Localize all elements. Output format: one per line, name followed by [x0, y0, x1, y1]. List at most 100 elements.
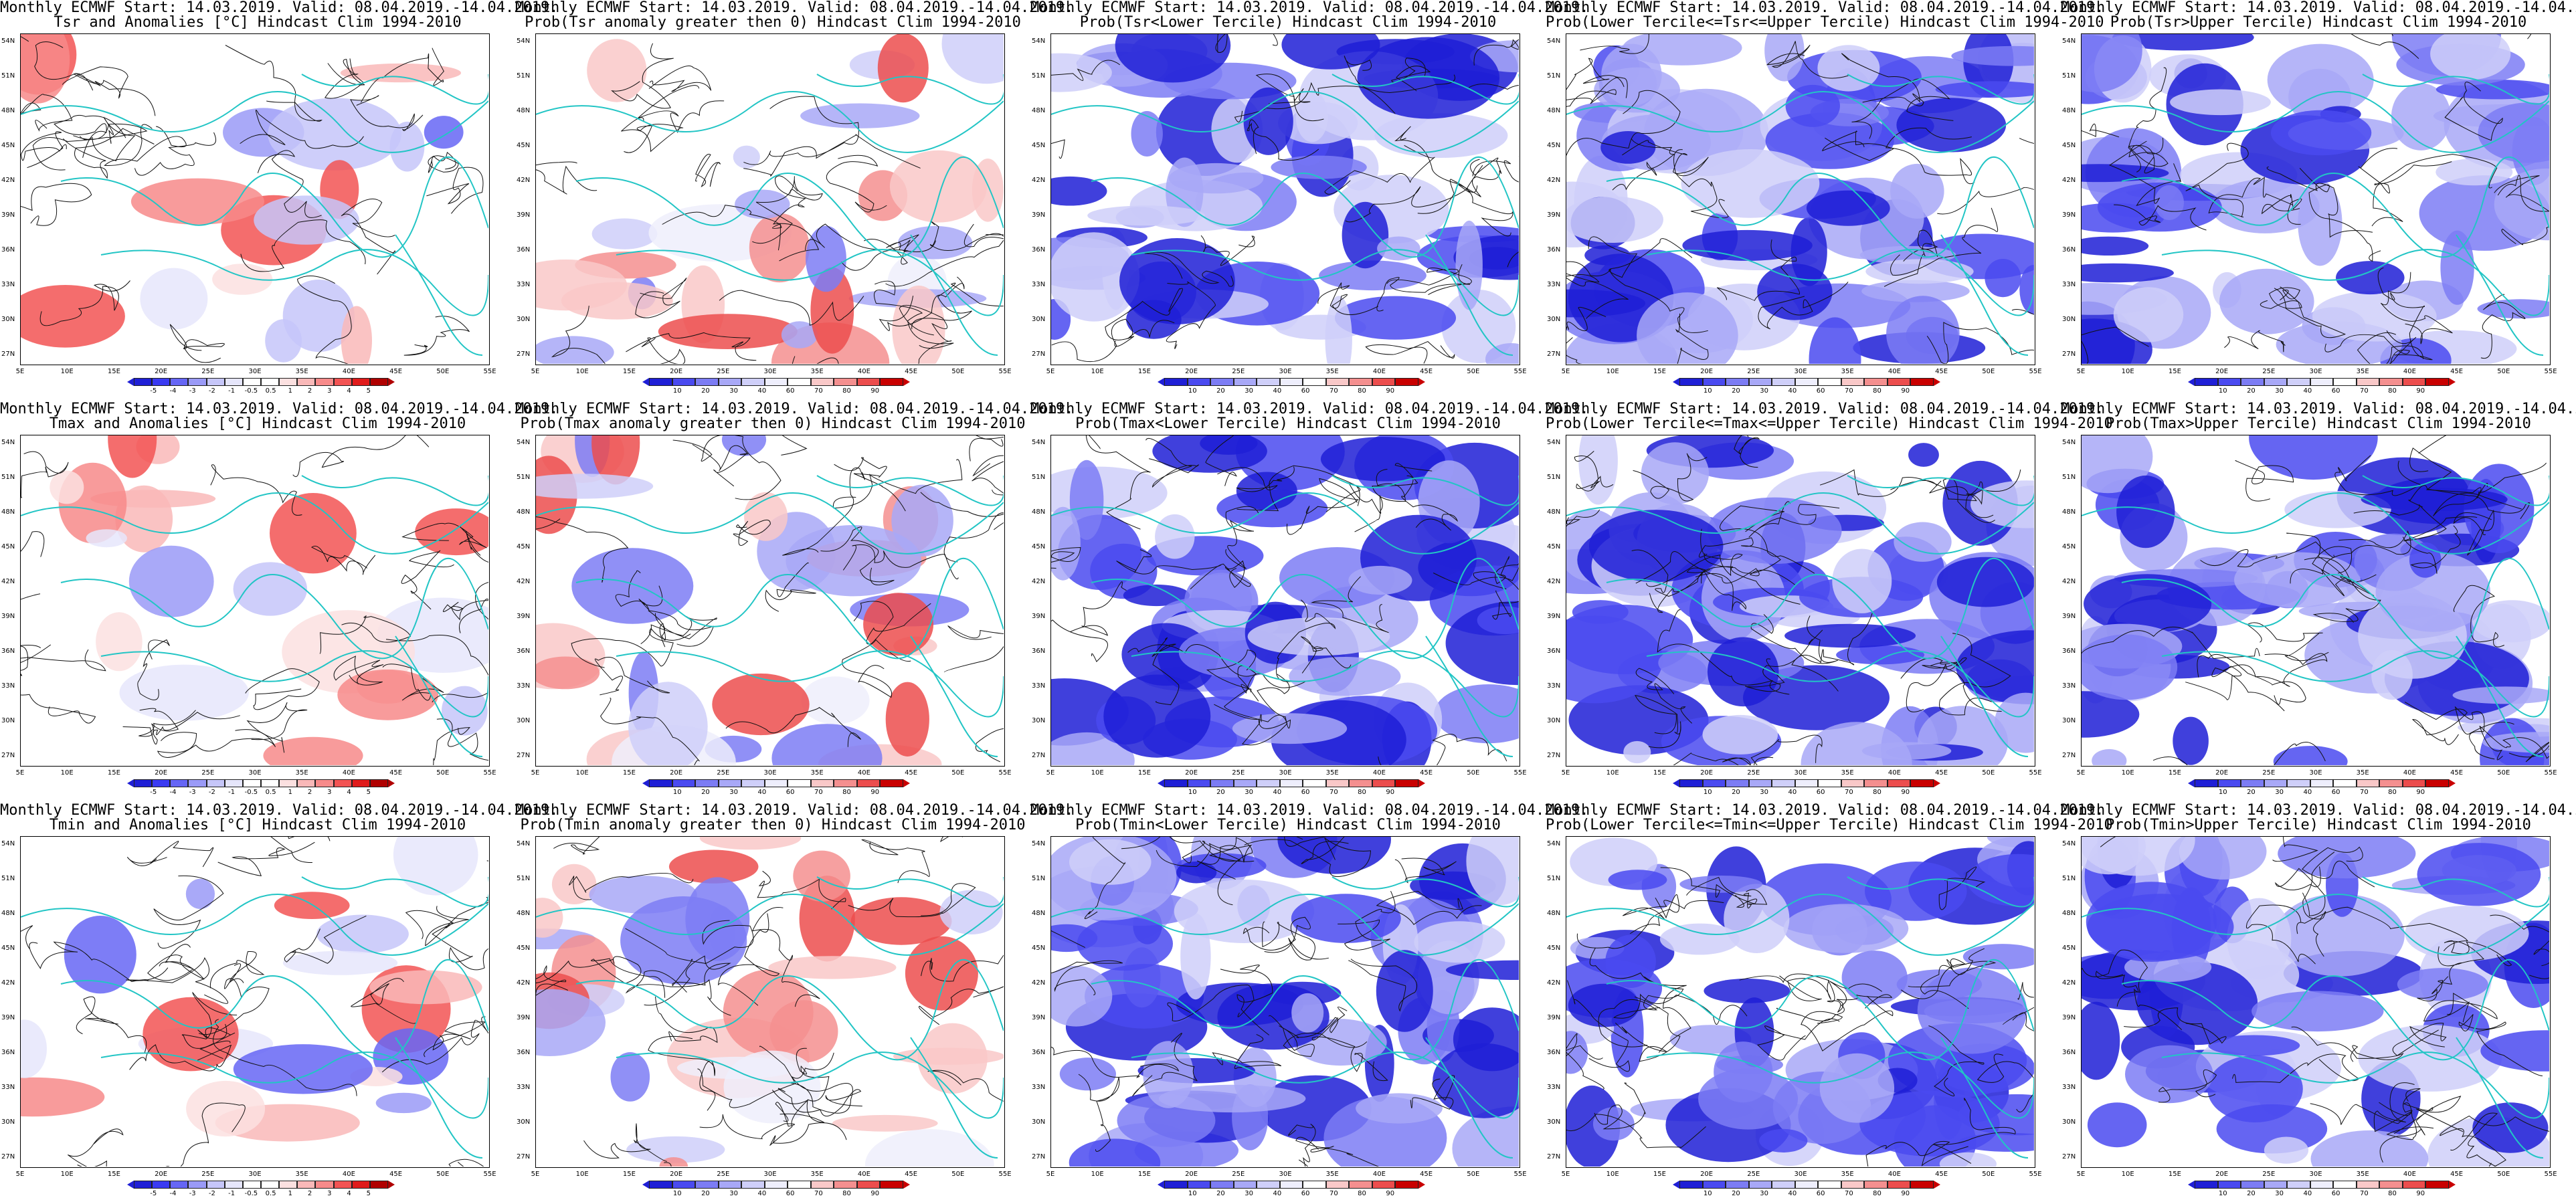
- latitude-label: 36N: [1547, 246, 1561, 254]
- map-panel: Monthly ECMWF Start: 14.03.2019. Valid: …: [0, 401, 558, 803]
- isotherm-contour: [1865, 1140, 1968, 1167]
- coastline-border: [2082, 492, 2549, 555]
- colorbar-segment: [2241, 1181, 2264, 1189]
- longitude-label: 55E: [1513, 769, 1527, 777]
- coastline-border: [2121, 959, 2549, 1061]
- shaded-area: [2092, 748, 2127, 765]
- longitude-label: 40E: [342, 769, 355, 777]
- shaded-area: [2440, 230, 2474, 305]
- isotherm-contour: [401, 522, 487, 548]
- coastline-border: [616, 1051, 1004, 1119]
- shaded-area: [2087, 894, 2234, 961]
- latitude-label: 42N: [1, 578, 15, 585]
- shaded-area: [1917, 967, 2027, 1054]
- isotherm-contour: [1885, 127, 1975, 185]
- colorbar-tick-label: 70: [1844, 789, 1853, 796]
- latitude-label: 45N: [1032, 142, 1046, 149]
- longitude-label: 35E: [810, 368, 824, 375]
- isotherm-contour: [350, 95, 424, 131]
- isotherm-contour: [1660, 867, 1758, 908]
- panel-title-line2: Prob(Lower Tercile<=Tmin<=Upper Tercile)…: [1546, 817, 2113, 833]
- colorbar-arrow-right: [1934, 779, 1940, 787]
- map-panel: Monthly ECMWF Start: 14.03.2019. Valid: …: [2061, 0, 2576, 401]
- colorbar-segment: [369, 779, 388, 787]
- isotherm-contour: [1657, 609, 1790, 695]
- coastline-border: [2456, 635, 2544, 757]
- isotherm-contour: [644, 955, 731, 1006]
- isotherm-contour: [1344, 56, 1455, 94]
- map-area: [20, 33, 490, 365]
- latitude-label: 36N: [517, 246, 531, 254]
- isotherm-contour: [2490, 914, 2549, 933]
- colorbar-tick-label: 3: [327, 387, 332, 395]
- colorbar-tick-label: 1: [288, 1190, 293, 1197]
- latitude-label: 36N: [1547, 647, 1561, 655]
- longitude-label: 35E: [810, 769, 824, 777]
- isotherm-contour: [104, 124, 187, 166]
- longitude-label: 50E: [1982, 368, 1995, 375]
- colorbar-segment: [1748, 1181, 1772, 1189]
- isotherm-contour: [1051, 60, 1120, 81]
- isotherm-contour: [826, 155, 887, 213]
- colorbar-tick-label: 70: [814, 789, 823, 796]
- latitude-label: 42N: [517, 578, 531, 585]
- colorbar-tick-label: 70: [2359, 1190, 2369, 1197]
- shaded-area: [128, 545, 214, 617]
- colorbar-segment: [315, 779, 334, 787]
- colorbar-tick-label: 10: [1703, 387, 1712, 395]
- isotherm-contour: [1468, 84, 1519, 90]
- isotherm-contour: [2480, 294, 2526, 359]
- isotherm-contour: [1324, 144, 1435, 195]
- shaded-area: [2113, 287, 2184, 342]
- longitude-label: 50E: [951, 769, 965, 777]
- colorbar-tick-label: 60: [786, 1190, 795, 1197]
- colorbar-tick-label: 80: [1358, 1190, 1366, 1197]
- colorbar-tick-label: 40: [757, 387, 767, 395]
- isotherm-contour: [1394, 858, 1457, 884]
- longitude-label: 20E: [155, 368, 168, 375]
- colorbar-tick-label: -2: [208, 387, 215, 395]
- latitude-label: 30N: [517, 717, 531, 724]
- isotherm-contour: [62, 128, 155, 179]
- isotherm-contour: [1300, 636, 1352, 674]
- colorbar-segment: [2402, 1181, 2426, 1189]
- latitude-label: 51N: [517, 72, 531, 80]
- colorbar-tick-label: 20: [1216, 789, 1225, 796]
- colorbar-segment: [1372, 1181, 1396, 1189]
- colorbar-tick-label: 70: [814, 387, 823, 395]
- longitude-label: 25E: [201, 769, 215, 777]
- latitude-label: 36N: [2062, 246, 2076, 254]
- colorbar-tick-label: -3: [189, 789, 196, 796]
- shaded-area: [2082, 1001, 2120, 1080]
- colorbar-segment: [1887, 779, 1911, 787]
- map-area: [1050, 33, 1520, 365]
- latitude-label: 33N: [1032, 682, 1046, 690]
- latitude-label: 36N: [1, 647, 15, 655]
- map-graphic: [1051, 435, 1519, 765]
- coastline-border: [1051, 894, 1519, 956]
- isotherm-contour: [21, 183, 92, 226]
- colorbar-segment: [1349, 378, 1372, 386]
- longitude-label: 5E: [2076, 769, 2086, 777]
- colorbar-tick-label: 70: [1329, 387, 1338, 395]
- latitude-label: 42N: [1, 177, 15, 184]
- colorbar-segment: [741, 378, 765, 386]
- colorbar-segment: [261, 1181, 280, 1189]
- longitude-label: 20E: [1700, 1171, 1714, 1178]
- isotherm-contour: [637, 85, 725, 133]
- coastline-border: [100, 650, 488, 718]
- shaded-area: [749, 213, 810, 283]
- latitude-label: 51N: [2062, 72, 2076, 80]
- shaded-area: [2082, 34, 2142, 92]
- map-area: [1566, 836, 2035, 1168]
- longitude-label: 5E: [2076, 1171, 2086, 1178]
- colorbar-tick-label: 40: [1273, 1190, 1282, 1197]
- colorbar-tick-label: 10: [672, 387, 682, 395]
- isotherm-contour: [583, 1123, 667, 1162]
- shaded-area: [1342, 201, 1389, 269]
- longitude-label: 25E: [717, 1171, 730, 1178]
- map-graphic: [2082, 34, 2549, 364]
- longitude-label: 55E: [2544, 1171, 2557, 1178]
- longitude-label: 25E: [1747, 769, 1760, 777]
- shaded-area: [1784, 623, 1916, 648]
